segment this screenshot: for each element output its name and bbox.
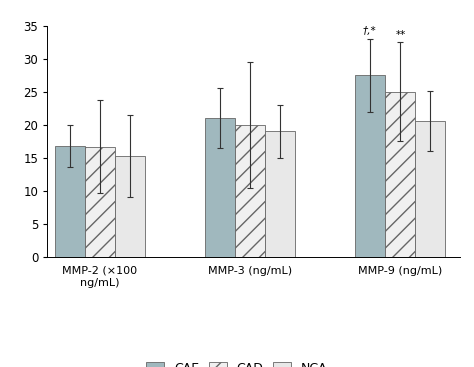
Bar: [85, 146, 115, 257]
Text: **: **: [396, 30, 406, 40]
Bar: [115, 156, 145, 257]
Text: †,*: †,*: [363, 26, 377, 36]
Bar: [385, 92, 415, 257]
Bar: [205, 118, 235, 257]
Legend: CAE, CAD, NCA: CAE, CAD, NCA: [143, 358, 331, 367]
Bar: [235, 125, 265, 257]
Bar: [55, 146, 85, 257]
Bar: [415, 121, 445, 257]
Bar: [265, 131, 295, 257]
Bar: [355, 75, 385, 257]
